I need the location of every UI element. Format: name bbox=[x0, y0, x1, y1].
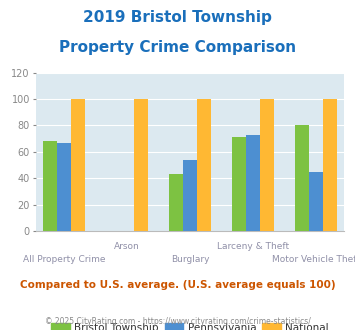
Bar bbox=[323, 99, 337, 231]
Bar bbox=[71, 99, 84, 231]
Bar bbox=[134, 99, 148, 231]
Bar bbox=[43, 141, 57, 231]
Bar bbox=[197, 99, 211, 231]
Text: Burglary: Burglary bbox=[171, 255, 209, 264]
Bar bbox=[169, 174, 183, 231]
Bar bbox=[57, 143, 71, 231]
Text: © 2025 CityRating.com - https://www.cityrating.com/crime-statistics/: © 2025 CityRating.com - https://www.city… bbox=[45, 317, 310, 326]
Text: All Property Crime: All Property Crime bbox=[23, 255, 105, 264]
Bar bbox=[246, 135, 260, 231]
Bar bbox=[232, 137, 246, 231]
Text: Compared to U.S. average. (U.S. average equals 100): Compared to U.S. average. (U.S. average … bbox=[20, 280, 335, 290]
Text: Larceny & Theft: Larceny & Theft bbox=[217, 242, 289, 251]
Bar bbox=[295, 125, 309, 231]
Text: Property Crime Comparison: Property Crime Comparison bbox=[59, 40, 296, 54]
Bar bbox=[309, 172, 323, 231]
Text: Motor Vehicle Theft: Motor Vehicle Theft bbox=[272, 255, 355, 264]
Bar bbox=[260, 99, 274, 231]
Text: 2019 Bristol Township: 2019 Bristol Township bbox=[83, 10, 272, 25]
Text: Arson: Arson bbox=[114, 242, 140, 251]
Legend: Bristol Township, Pennsylvania, National: Bristol Township, Pennsylvania, National bbox=[47, 318, 333, 330]
Bar bbox=[183, 160, 197, 231]
